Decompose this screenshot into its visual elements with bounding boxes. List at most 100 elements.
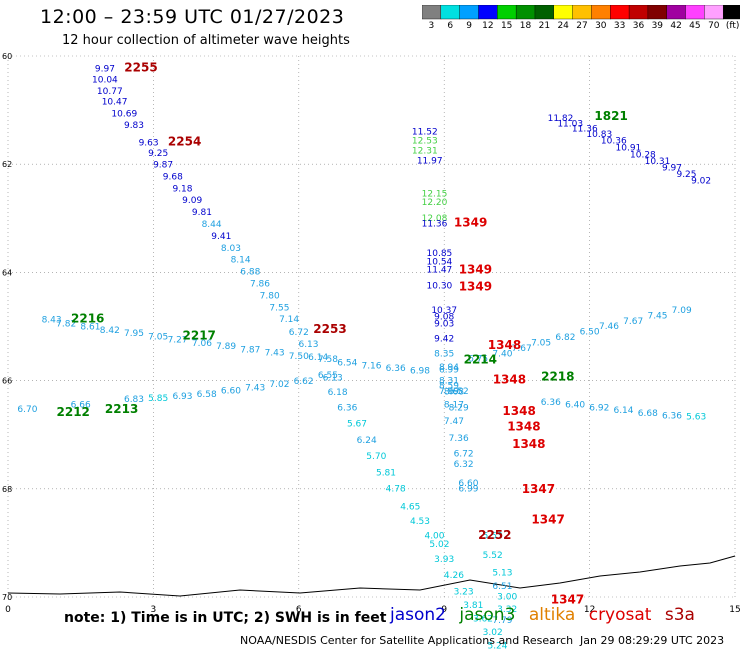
wave-height-point: 6.24 (357, 436, 377, 446)
wave-height-point: 11.52 (412, 127, 438, 137)
wave-height-point: 5.53 (483, 532, 503, 542)
wave-height-point: 7.40 (492, 349, 512, 359)
wave-height-point: 7.87 (240, 346, 260, 356)
pass-time-label: 2217 (183, 329, 216, 343)
wave-height-point: 7.80 (260, 291, 280, 301)
wave-height-point: 7.05 (531, 338, 551, 348)
wave-height-point: 9.63 (139, 138, 159, 148)
generation-timestamp: Jan 29 08:29:29 UTC 2023 (580, 634, 725, 647)
wave-height-point: 3.23 (454, 587, 474, 597)
footer-note: note: 1) Time is in UTC; 2) SWH is in fe… (64, 610, 387, 626)
colorbar-label: 42 (670, 21, 682, 31)
wave-height-point: 8.14 (231, 256, 251, 266)
wave-height-point: 7.58 (318, 355, 338, 365)
colorbar-swatch (722, 5, 740, 20)
wave-height-point: 7.16 (361, 362, 381, 372)
wave-height-point: 6.72 (454, 449, 474, 459)
wave-height-point: 11.36 (572, 125, 598, 135)
wave-height-point: 4.65 (400, 502, 420, 512)
wave-height-point: 6.88 (240, 268, 260, 278)
wave-height-point: 7.89 (216, 342, 236, 352)
wave-height-point: 11.97 (417, 157, 443, 167)
wave-height-point: 6.18 (328, 388, 348, 398)
colorbar-label: 3 (428, 21, 435, 31)
color-scale-bar (422, 5, 740, 20)
x-tick-label: 15 (729, 605, 740, 615)
wave-height-point: 6.51 (492, 582, 512, 592)
wave-height-point: 8.44 (202, 220, 222, 230)
pass-time-label: 1348 (507, 419, 540, 433)
x-tick-label: 9 (441, 605, 447, 615)
colorbar-label: 27 (576, 21, 588, 31)
wave-height-point: 5.67 (347, 420, 367, 430)
wave-height-point: 8.42 (100, 326, 120, 336)
pass-time-label: 1348 (493, 372, 526, 386)
wave-height-point: 6.55 (318, 371, 338, 381)
y-tick-label: 68 (2, 485, 12, 494)
wave-height-point: 8.68 (444, 388, 464, 398)
wave-height-point: 6.66 (71, 401, 91, 411)
wave-height-point: 7.82 (56, 320, 76, 330)
wave-height-point: 7.47 (444, 417, 464, 427)
wave-height-point: 7.55 (269, 303, 289, 313)
wave-height-point: 4.26 (444, 571, 464, 581)
wave-height-point: 9.25 (148, 149, 168, 159)
colorbar-label: 39 (651, 21, 664, 31)
wave-height-point: 6.62 (294, 377, 314, 387)
wave-height-point: 5.63 (686, 413, 706, 423)
wave-height-point: 8.59 (439, 382, 459, 392)
chart-subtitle: 12 hour collection of altimeter wave hei… (62, 33, 350, 48)
y-tick-label: 60 (2, 52, 12, 61)
wave-height-point: 12.31 (412, 146, 438, 156)
legend-jason3: jason3 (459, 605, 516, 625)
wave-height-point: 7.27 (168, 336, 188, 346)
wave-height-point: 5.13 (492, 568, 512, 578)
wave-height-point: 8.03 (221, 244, 241, 254)
y-tick-label: 64 (2, 268, 12, 277)
wave-height-point: 3.93 (434, 555, 454, 565)
wave-height-point: 10.04 (92, 76, 118, 86)
wave-height-point: 6.98 (410, 367, 430, 377)
wave-height-point: 5.52 (483, 551, 503, 561)
wave-height-point: 6.50 (580, 328, 600, 338)
wave-height-point: 9.41 (211, 232, 231, 242)
x-tick-label: 0 (5, 605, 11, 615)
wave-height-point: 10.69 (111, 110, 137, 120)
wave-height-point: 7.45 (647, 311, 667, 321)
wave-height-point: 10.54 (427, 257, 453, 267)
pass-time-label: 2212 (57, 405, 90, 419)
pass-time-label: 1348 (512, 437, 545, 451)
wave-height-point: 3.81 (463, 601, 483, 611)
wave-height-point: 6.70 (17, 405, 37, 415)
wave-height-point: 10.83 (586, 130, 612, 140)
satellite-legend: jason2 jason3 altika cryosat s3a (390, 605, 703, 625)
x-tick-label: 6 (296, 605, 302, 615)
wave-height-point: 10.77 (97, 87, 123, 97)
wave-height-point: 7.06 (192, 339, 212, 349)
pass-time-label: 1348 (488, 338, 521, 352)
wave-height-point: 8.17 (444, 401, 464, 411)
wave-height-point: 6.54 (337, 359, 357, 369)
colorbar-label: 36 (632, 21, 645, 31)
colorbar-label: 24 (557, 21, 569, 31)
colorbar-label: 21 (538, 21, 551, 31)
colorbar-label: 30 (595, 21, 607, 31)
legend-s3a: s3a (664, 605, 695, 625)
wave-height-point: 9.87 (153, 160, 173, 170)
wave-height-point: 12.15 (422, 190, 448, 200)
wave-height-point: 9.97 (662, 164, 682, 174)
wave-height-point: 7.09 (672, 306, 692, 316)
pass-time-label: 1349 (459, 279, 492, 293)
wave-height-point: 7.79 (492, 616, 512, 626)
pass-time-label: 1821 (594, 109, 627, 123)
x-tick-label: 12 (584, 605, 595, 615)
wave-height-point: 9.09 (182, 196, 202, 206)
wave-height-point: 10.28 (630, 151, 656, 161)
wave-height-point: 4.78 (386, 485, 406, 495)
wave-height-point: 5.24 (487, 641, 507, 650)
wave-height-point: 10.31 (645, 157, 671, 167)
wave-height-point: 6.14 (613, 406, 633, 416)
wave-height-point: 7.86 (250, 280, 270, 290)
wave-height-point: 6.32 (454, 460, 474, 470)
